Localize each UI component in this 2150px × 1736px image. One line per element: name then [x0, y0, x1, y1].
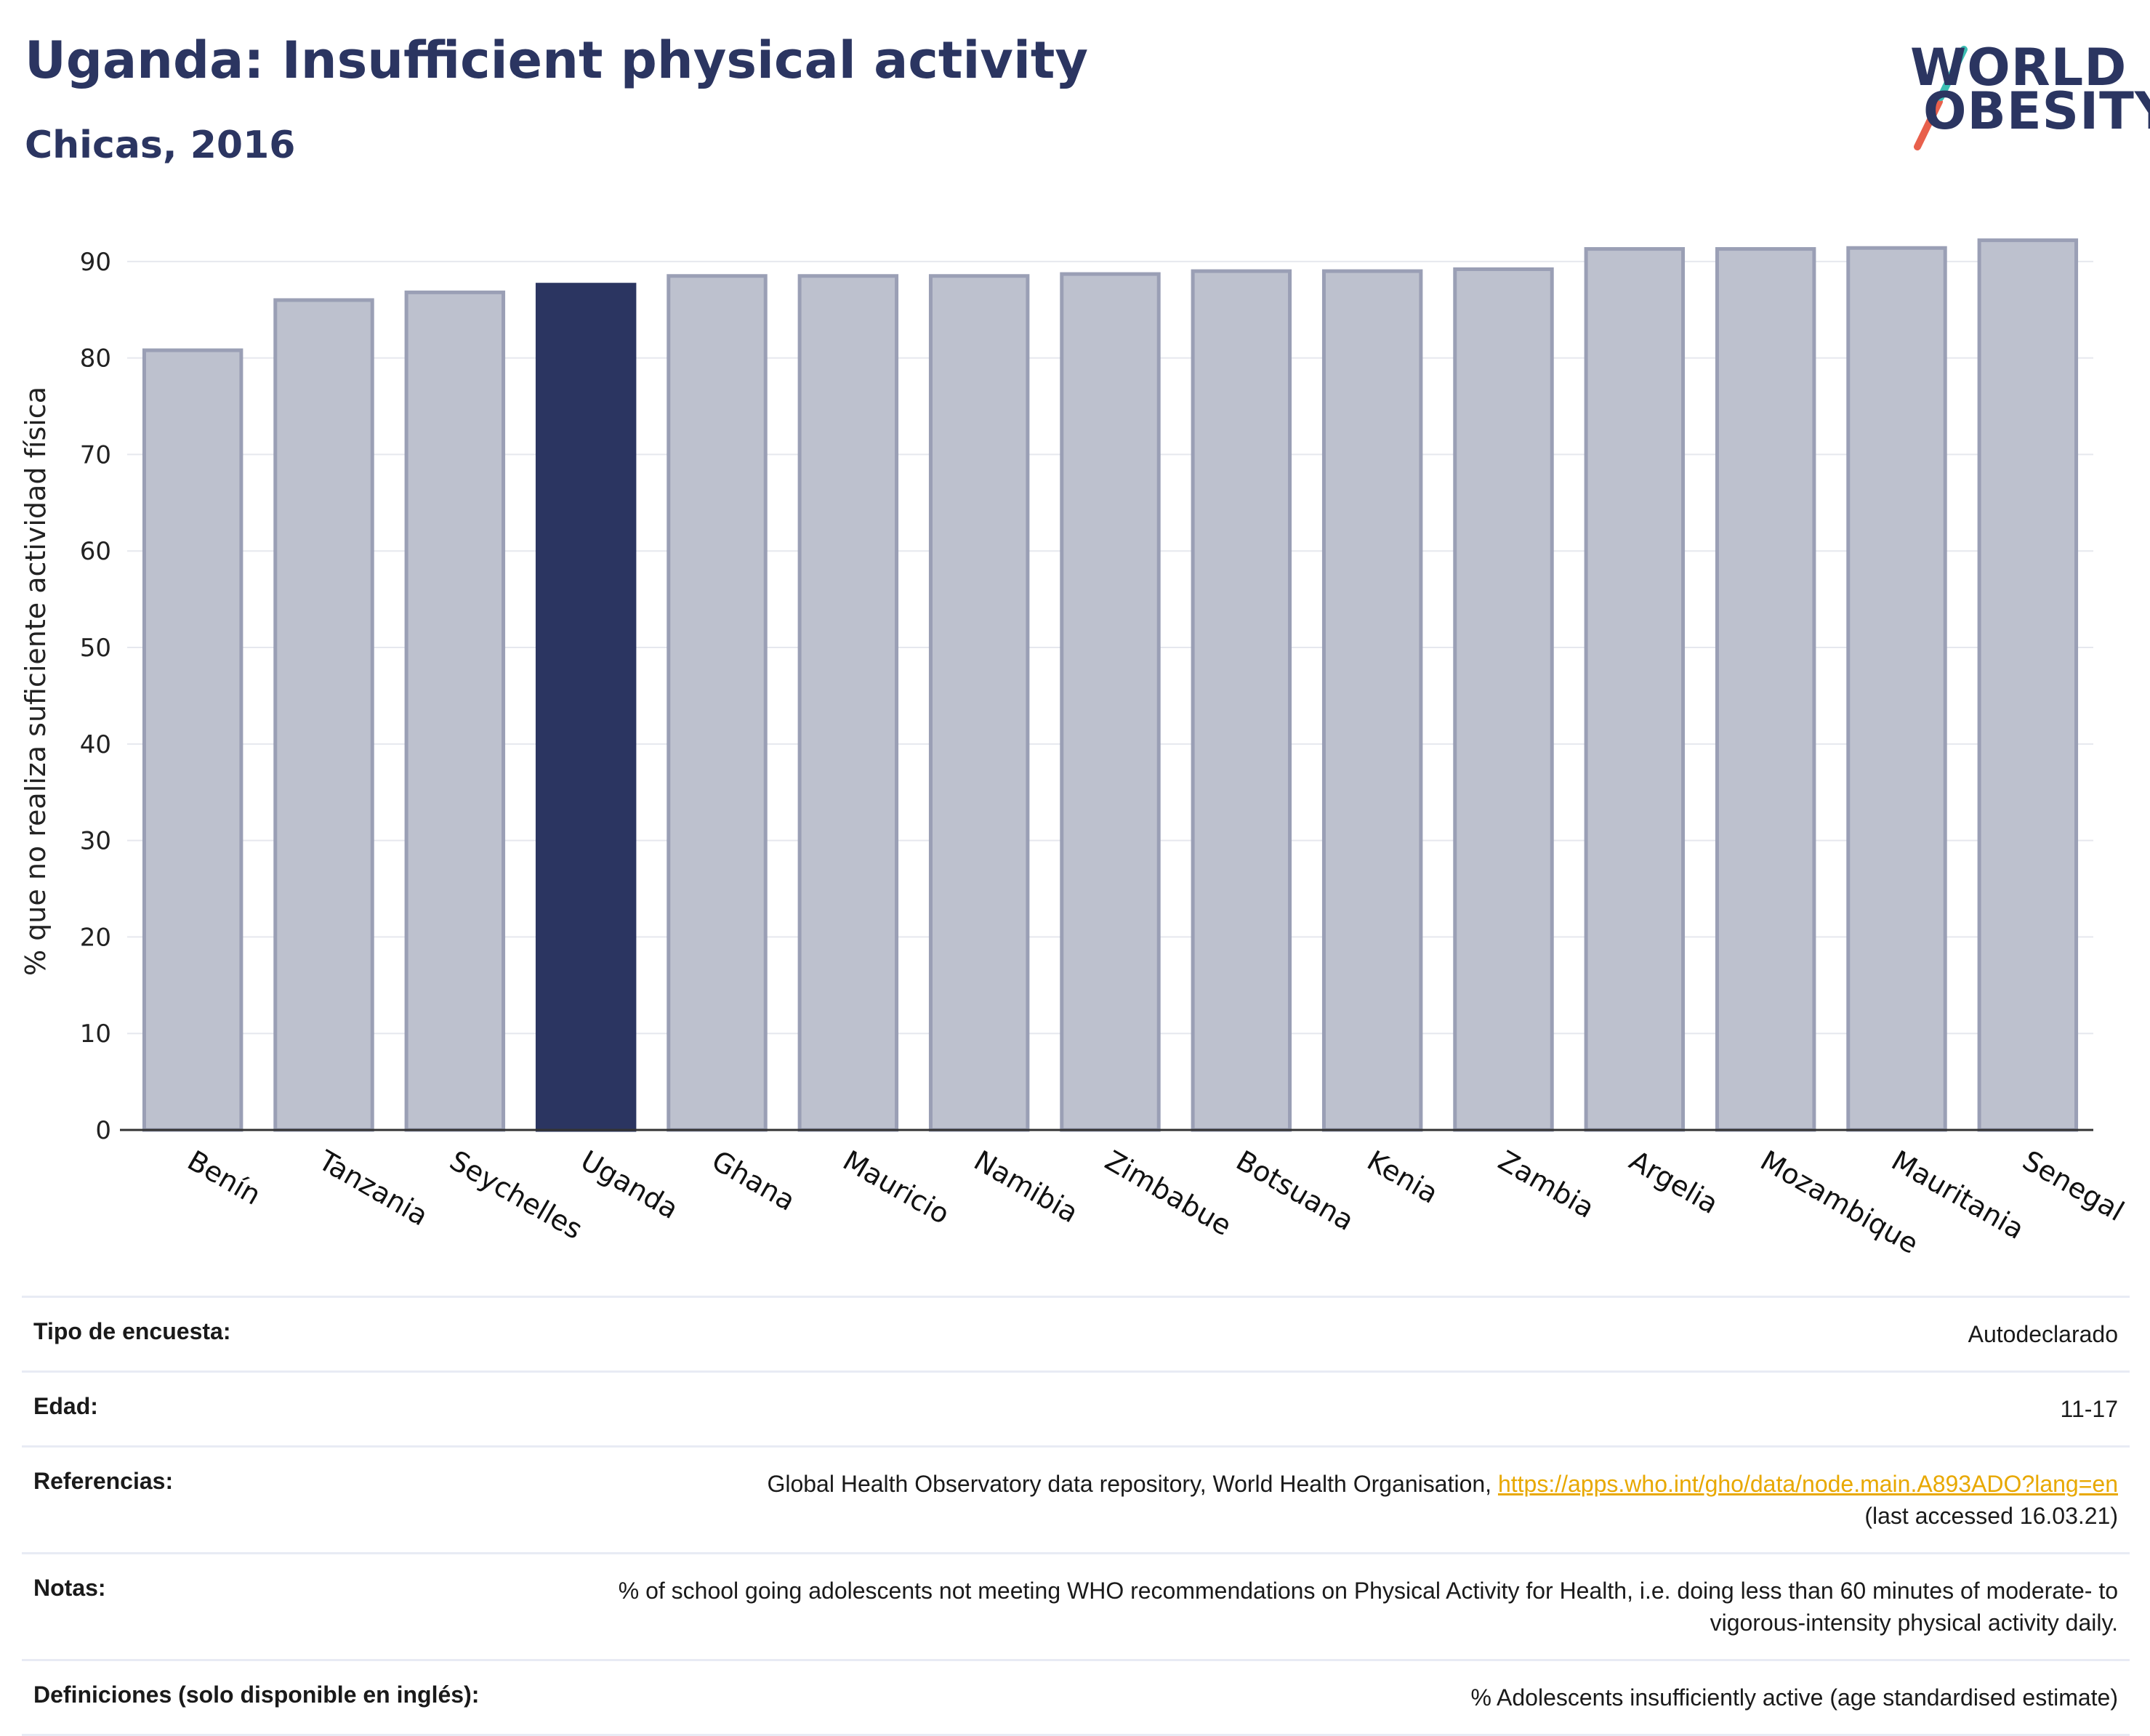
- x-tick-label: Namibia: [969, 1144, 1084, 1230]
- bar-chart: 0 10 20 30 40 50 60 70 80 90 % que no realiza sufi…: [20, 238, 2130, 1257]
- info-row-references: Referencias: Global Health Observatory d…: [22, 1445, 2130, 1552]
- info-key: Tipo de encuesta:: [33, 1318, 231, 1344]
- x-tick-label: Kenia: [1362, 1144, 1444, 1210]
- info-value: % of school going adolescents not meetin…: [618, 1578, 2118, 1636]
- logo-text-obesity: OBESITY: [1923, 81, 2150, 141]
- y-tick-label: 30: [80, 827, 111, 856]
- bar: [1060, 272, 1161, 1132]
- x-tick-label: Senegal: [2017, 1144, 2129, 1228]
- bar: [404, 290, 506, 1132]
- info-row-definitions: Definiciones (solo disponible en inglés)…: [22, 1659, 2130, 1736]
- reference-link[interactable]: https://apps.who.int/gho/data/node.main.…: [1497, 1471, 2118, 1497]
- world-obesity-logo: WORLD OBESITY: [1897, 36, 2150, 160]
- info-key: Edad:: [33, 1393, 98, 1419]
- x-tick-label: Argelia: [1624, 1144, 1723, 1221]
- page-title: Uganda: Insufficient physical activity: [25, 31, 1089, 90]
- y-tick-label: 20: [80, 923, 111, 952]
- y-tick-label: 90: [80, 248, 111, 277]
- info-key: Referencias:: [33, 1468, 174, 1494]
- y-axis-label: % que no realiza suficiente actividad fí…: [20, 387, 52, 976]
- info-row-notes: Notas: % of school going adolescents not…: [22, 1552, 2130, 1659]
- bar: [1715, 247, 1816, 1132]
- bar: [535, 283, 637, 1132]
- x-tick-label: Tanzania: [313, 1144, 433, 1232]
- y-tick-label: 0: [95, 1116, 111, 1145]
- info-row-age: Edad: 11-17: [22, 1370, 2130, 1445]
- x-tick-label: Zimbabue: [1100, 1144, 1237, 1242]
- info-value: 11-17: [2060, 1396, 2118, 1422]
- page-subtitle: Chicas, 2016: [25, 124, 296, 167]
- reference-accessed: (last accessed 16.03.21): [1864, 1503, 2118, 1529]
- bar: [1191, 269, 1292, 1132]
- bar: [928, 274, 1030, 1132]
- x-tick-label: Zambia: [1493, 1144, 1600, 1224]
- x-tick-label: Ghana: [706, 1144, 801, 1217]
- bar: [273, 298, 374, 1132]
- y-tick-label: 40: [80, 730, 111, 759]
- y-tick-label: 60: [80, 537, 111, 566]
- bar: [1321, 269, 1423, 1132]
- info-key: Notas:: [33, 1575, 106, 1601]
- bar: [667, 274, 768, 1132]
- info-table: Tipo de encuesta: Autodeclarado Edad: 11…: [22, 1296, 2130, 1736]
- logo-slash-icon: [1914, 46, 1968, 150]
- y-tick-label: 10: [80, 1020, 111, 1049]
- info-row-survey-type: Tipo de encuesta: Autodeclarado: [22, 1296, 2130, 1370]
- x-tick-label: Mauricio: [837, 1144, 954, 1231]
- x-tick-label: Benín: [182, 1144, 267, 1211]
- bar: [1453, 267, 1554, 1132]
- y-tick-label: 70: [80, 440, 111, 469]
- bar: [797, 274, 899, 1132]
- info-value: Autodeclarado: [1968, 1321, 2118, 1347]
- info-value: % Adolescents insufficiently active (age…: [1470, 1684, 2118, 1711]
- y-tick-label: 80: [80, 344, 111, 374]
- reference-text: Global Health Observatory data repositor…: [767, 1471, 1492, 1497]
- x-tick-label: Uganda: [576, 1144, 684, 1225]
- bar: [1977, 238, 2079, 1132]
- y-tick-label: 50: [80, 634, 111, 663]
- bar: [1846, 246, 1947, 1132]
- info-value: Global Health Observatory data repositor…: [767, 1468, 2118, 1532]
- x-tick-label: Botsuana: [1231, 1144, 1359, 1237]
- x-tick-label: Seychelles: [444, 1144, 587, 1246]
- info-key: Definiciones (solo disponible en inglés)…: [33, 1682, 480, 1708]
- bar: [142, 348, 243, 1132]
- logo-text-world: WORLD: [1910, 38, 2127, 97]
- bar: [1584, 247, 1686, 1132]
